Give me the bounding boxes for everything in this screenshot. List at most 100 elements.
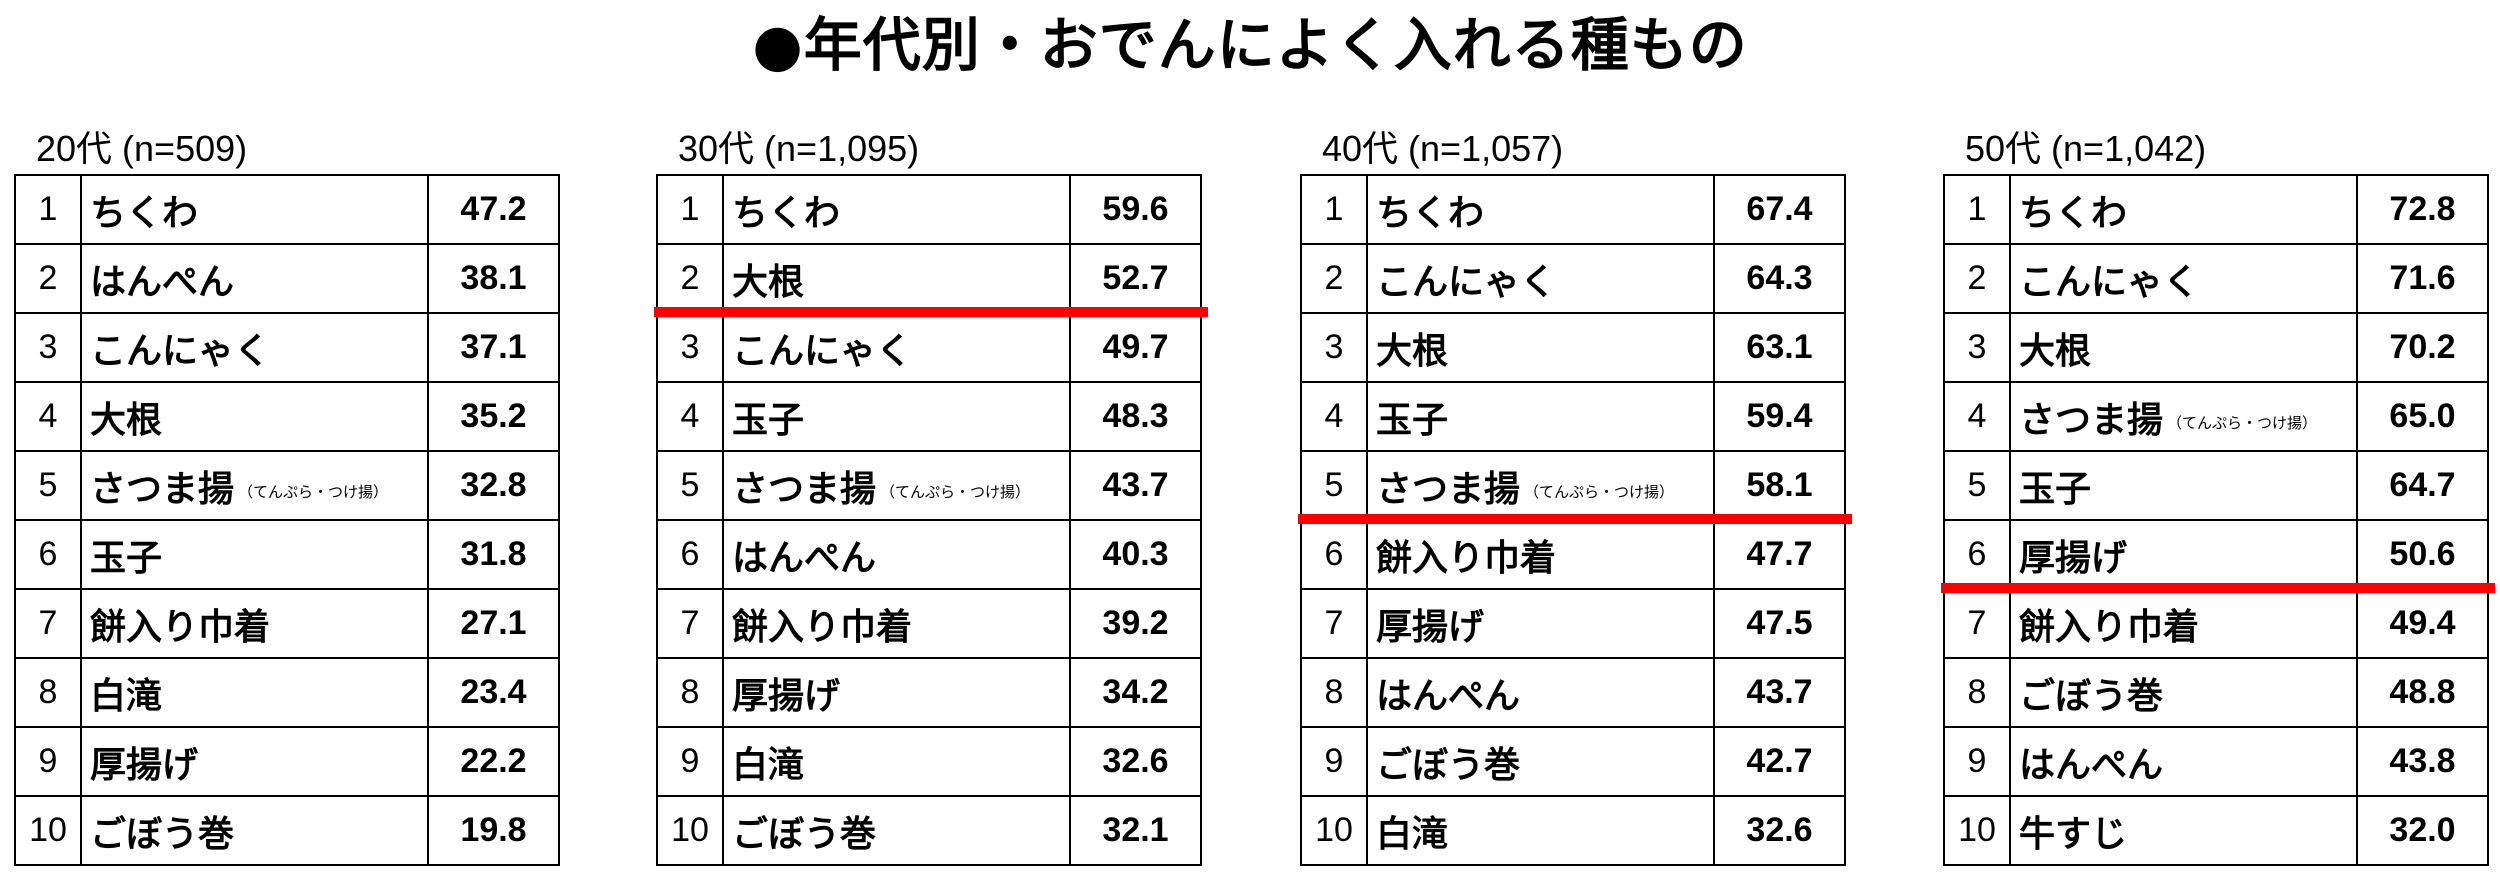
item-name: 大根 bbox=[2019, 330, 2092, 372]
item-name: さつま揚 bbox=[1376, 468, 1521, 510]
item-name: ちくわ bbox=[732, 192, 841, 234]
item-name: 厚揚げ bbox=[1376, 606, 1485, 648]
item-name: 白滝 bbox=[1376, 813, 1449, 855]
item-cell: 餅入り巾着 bbox=[80, 588, 429, 659]
value-cell: 47.2 bbox=[427, 174, 560, 245]
item-name: はんぺん bbox=[2019, 744, 2164, 786]
table-row: 8 ごぼう巻 48.8 bbox=[1943, 657, 2489, 728]
table-row: 4 玉子 59.4 bbox=[1300, 381, 1846, 452]
value-cell: 48.8 bbox=[2356, 657, 2489, 728]
item-cell: 厚揚げ bbox=[1366, 588, 1715, 659]
ranking-panel-50s: 50代 (n=1,042) 1 ちくわ 72.8 2 こんにゃく 71.6 3 大根 70.2 4… bbox=[1941, 128, 2495, 866]
item-name: さつま揚 bbox=[90, 468, 235, 510]
value-cell: 32.8 bbox=[427, 450, 560, 521]
item-name: 大根 bbox=[1376, 330, 1449, 372]
ranking-table: 1 ちくわ 67.4 2 こんにゃく 64.3 3 大根 63.1 4 玉子 59.4 5 さつま揚 （てん… bbox=[1300, 174, 1846, 866]
highlight-divider-line bbox=[1941, 583, 2495, 593]
rank-cell: 7 bbox=[1300, 588, 1368, 659]
item-name: こんにゃく bbox=[1376, 261, 1557, 303]
rank-cell: 8 bbox=[656, 657, 724, 728]
rank-cell: 7 bbox=[656, 588, 724, 659]
table-row: 3 大根 70.2 bbox=[1943, 312, 2489, 383]
rank-cell: 1 bbox=[656, 174, 724, 245]
ranking-panel-30s: 30代 (n=1,095) 1 ちくわ 59.6 2 大根 52.7 3 こんにゃく 49.7 4… bbox=[654, 128, 1208, 866]
value-cell: 35.2 bbox=[427, 381, 560, 452]
item-name: はんぺん bbox=[90, 261, 235, 303]
item-cell: ごぼう巻 bbox=[2009, 657, 2358, 728]
value-cell: 70.2 bbox=[2356, 312, 2489, 383]
item-cell: はんぺん bbox=[1366, 657, 1715, 728]
item-note: （てんぷら・つけ揚） bbox=[1524, 482, 1675, 501]
item-cell: 牛すじ bbox=[2009, 795, 2358, 866]
ranking-table: 1 ちくわ 72.8 2 こんにゃく 71.6 3 大根 70.2 4 さつま揚 （てんぷら・つけ揚）… bbox=[1943, 174, 2489, 866]
value-cell: 32.6 bbox=[1713, 795, 1846, 866]
value-cell: 43.7 bbox=[1713, 657, 1846, 728]
rank-cell: 8 bbox=[14, 657, 82, 728]
rank-cell: 9 bbox=[14, 726, 82, 797]
rank-cell: 6 bbox=[1300, 519, 1368, 590]
item-cell: さつま揚 （てんぷら・つけ揚） bbox=[1366, 450, 1715, 521]
panel-caption: 40代 (n=1,057) bbox=[1322, 128, 1564, 169]
table-row: 5 さつま揚 （てんぷら・つけ揚） 32.8 bbox=[14, 450, 560, 521]
item-cell: 白滝 bbox=[722, 726, 1071, 797]
value-cell: 50.6 bbox=[2356, 519, 2489, 590]
highlight-divider-line bbox=[1298, 514, 1852, 524]
rank-cell: 2 bbox=[1300, 243, 1368, 314]
table-row: 4 さつま揚 （てんぷら・つけ揚） 65.0 bbox=[1943, 381, 2489, 452]
value-cell: 37.1 bbox=[427, 312, 560, 383]
value-cell: 31.8 bbox=[427, 519, 560, 590]
table-row: 3 こんにゃく 49.7 bbox=[656, 312, 1202, 383]
table-row: 1 ちくわ 59.6 bbox=[656, 174, 1202, 245]
item-cell: 玉子 bbox=[1366, 381, 1715, 452]
item-cell: 白滝 bbox=[80, 657, 429, 728]
item-name: 厚揚げ bbox=[732, 675, 841, 717]
item-cell: 餅入り巾着 bbox=[1366, 519, 1715, 590]
rank-cell: 7 bbox=[14, 588, 82, 659]
item-cell: はんぺん bbox=[722, 519, 1071, 590]
item-name: ちくわ bbox=[90, 192, 199, 234]
table-row: 10 牛すじ 32.0 bbox=[1943, 795, 2489, 866]
ranking-table: 1 ちくわ 59.6 2 大根 52.7 3 こんにゃく 49.7 4 玉子 48.3 5 さつま揚 （てん… bbox=[656, 174, 1202, 866]
item-note: （てんぷら・つけ揚） bbox=[880, 482, 1031, 501]
item-name: ちくわ bbox=[2019, 192, 2128, 234]
value-cell: 49.7 bbox=[1069, 312, 1202, 383]
item-name: 餅入り巾着 bbox=[1376, 537, 1557, 579]
rank-cell: 1 bbox=[1300, 174, 1368, 245]
value-cell: 58.1 bbox=[1713, 450, 1846, 521]
value-cell: 59.4 bbox=[1713, 381, 1846, 452]
item-name: 厚揚げ bbox=[2019, 537, 2128, 579]
item-cell: ちくわ bbox=[1366, 174, 1715, 245]
rank-cell: 8 bbox=[1300, 657, 1368, 728]
item-name: さつま揚 bbox=[2019, 399, 2164, 441]
item-cell: 餅入り巾着 bbox=[2009, 588, 2358, 659]
rank-cell: 10 bbox=[14, 795, 82, 866]
rank-cell: 6 bbox=[1943, 519, 2011, 590]
item-name: ちくわ bbox=[1376, 192, 1485, 234]
item-cell: 大根 bbox=[1366, 312, 1715, 383]
item-name: 餅入り巾着 bbox=[732, 606, 913, 648]
table-row: 8 はんぺん 43.7 bbox=[1300, 657, 1846, 728]
item-cell: ごぼう巻 bbox=[1366, 726, 1715, 797]
table-row: 2 大根 52.7 bbox=[656, 243, 1202, 314]
item-cell: こんにゃく bbox=[2009, 243, 2358, 314]
item-cell: 厚揚げ bbox=[722, 657, 1071, 728]
panel-caption: 30代 (n=1,095) bbox=[678, 128, 920, 169]
item-name: 餅入り巾着 bbox=[90, 606, 271, 648]
value-cell: 43.8 bbox=[2356, 726, 2489, 797]
item-cell: 玉子 bbox=[2009, 450, 2358, 521]
value-cell: 47.7 bbox=[1713, 519, 1846, 590]
item-cell: 玉子 bbox=[80, 519, 429, 590]
table-row: 5 さつま揚 （てんぷら・つけ揚） 43.7 bbox=[656, 450, 1202, 521]
table-row: 6 玉子 31.8 bbox=[14, 519, 560, 590]
value-cell: 72.8 bbox=[2356, 174, 2489, 245]
item-name: ごぼう巻 bbox=[2019, 675, 2164, 717]
value-cell: 59.6 bbox=[1069, 174, 1202, 245]
value-cell: 43.7 bbox=[1069, 450, 1202, 521]
value-cell: 63.1 bbox=[1713, 312, 1846, 383]
value-cell: 65.0 bbox=[2356, 381, 2489, 452]
value-cell: 71.6 bbox=[2356, 243, 2489, 314]
value-cell: 48.3 bbox=[1069, 381, 1202, 452]
rank-cell: 10 bbox=[1943, 795, 2011, 866]
table-row: 10 ごぼう巻 32.1 bbox=[656, 795, 1202, 866]
rank-cell: 6 bbox=[14, 519, 82, 590]
